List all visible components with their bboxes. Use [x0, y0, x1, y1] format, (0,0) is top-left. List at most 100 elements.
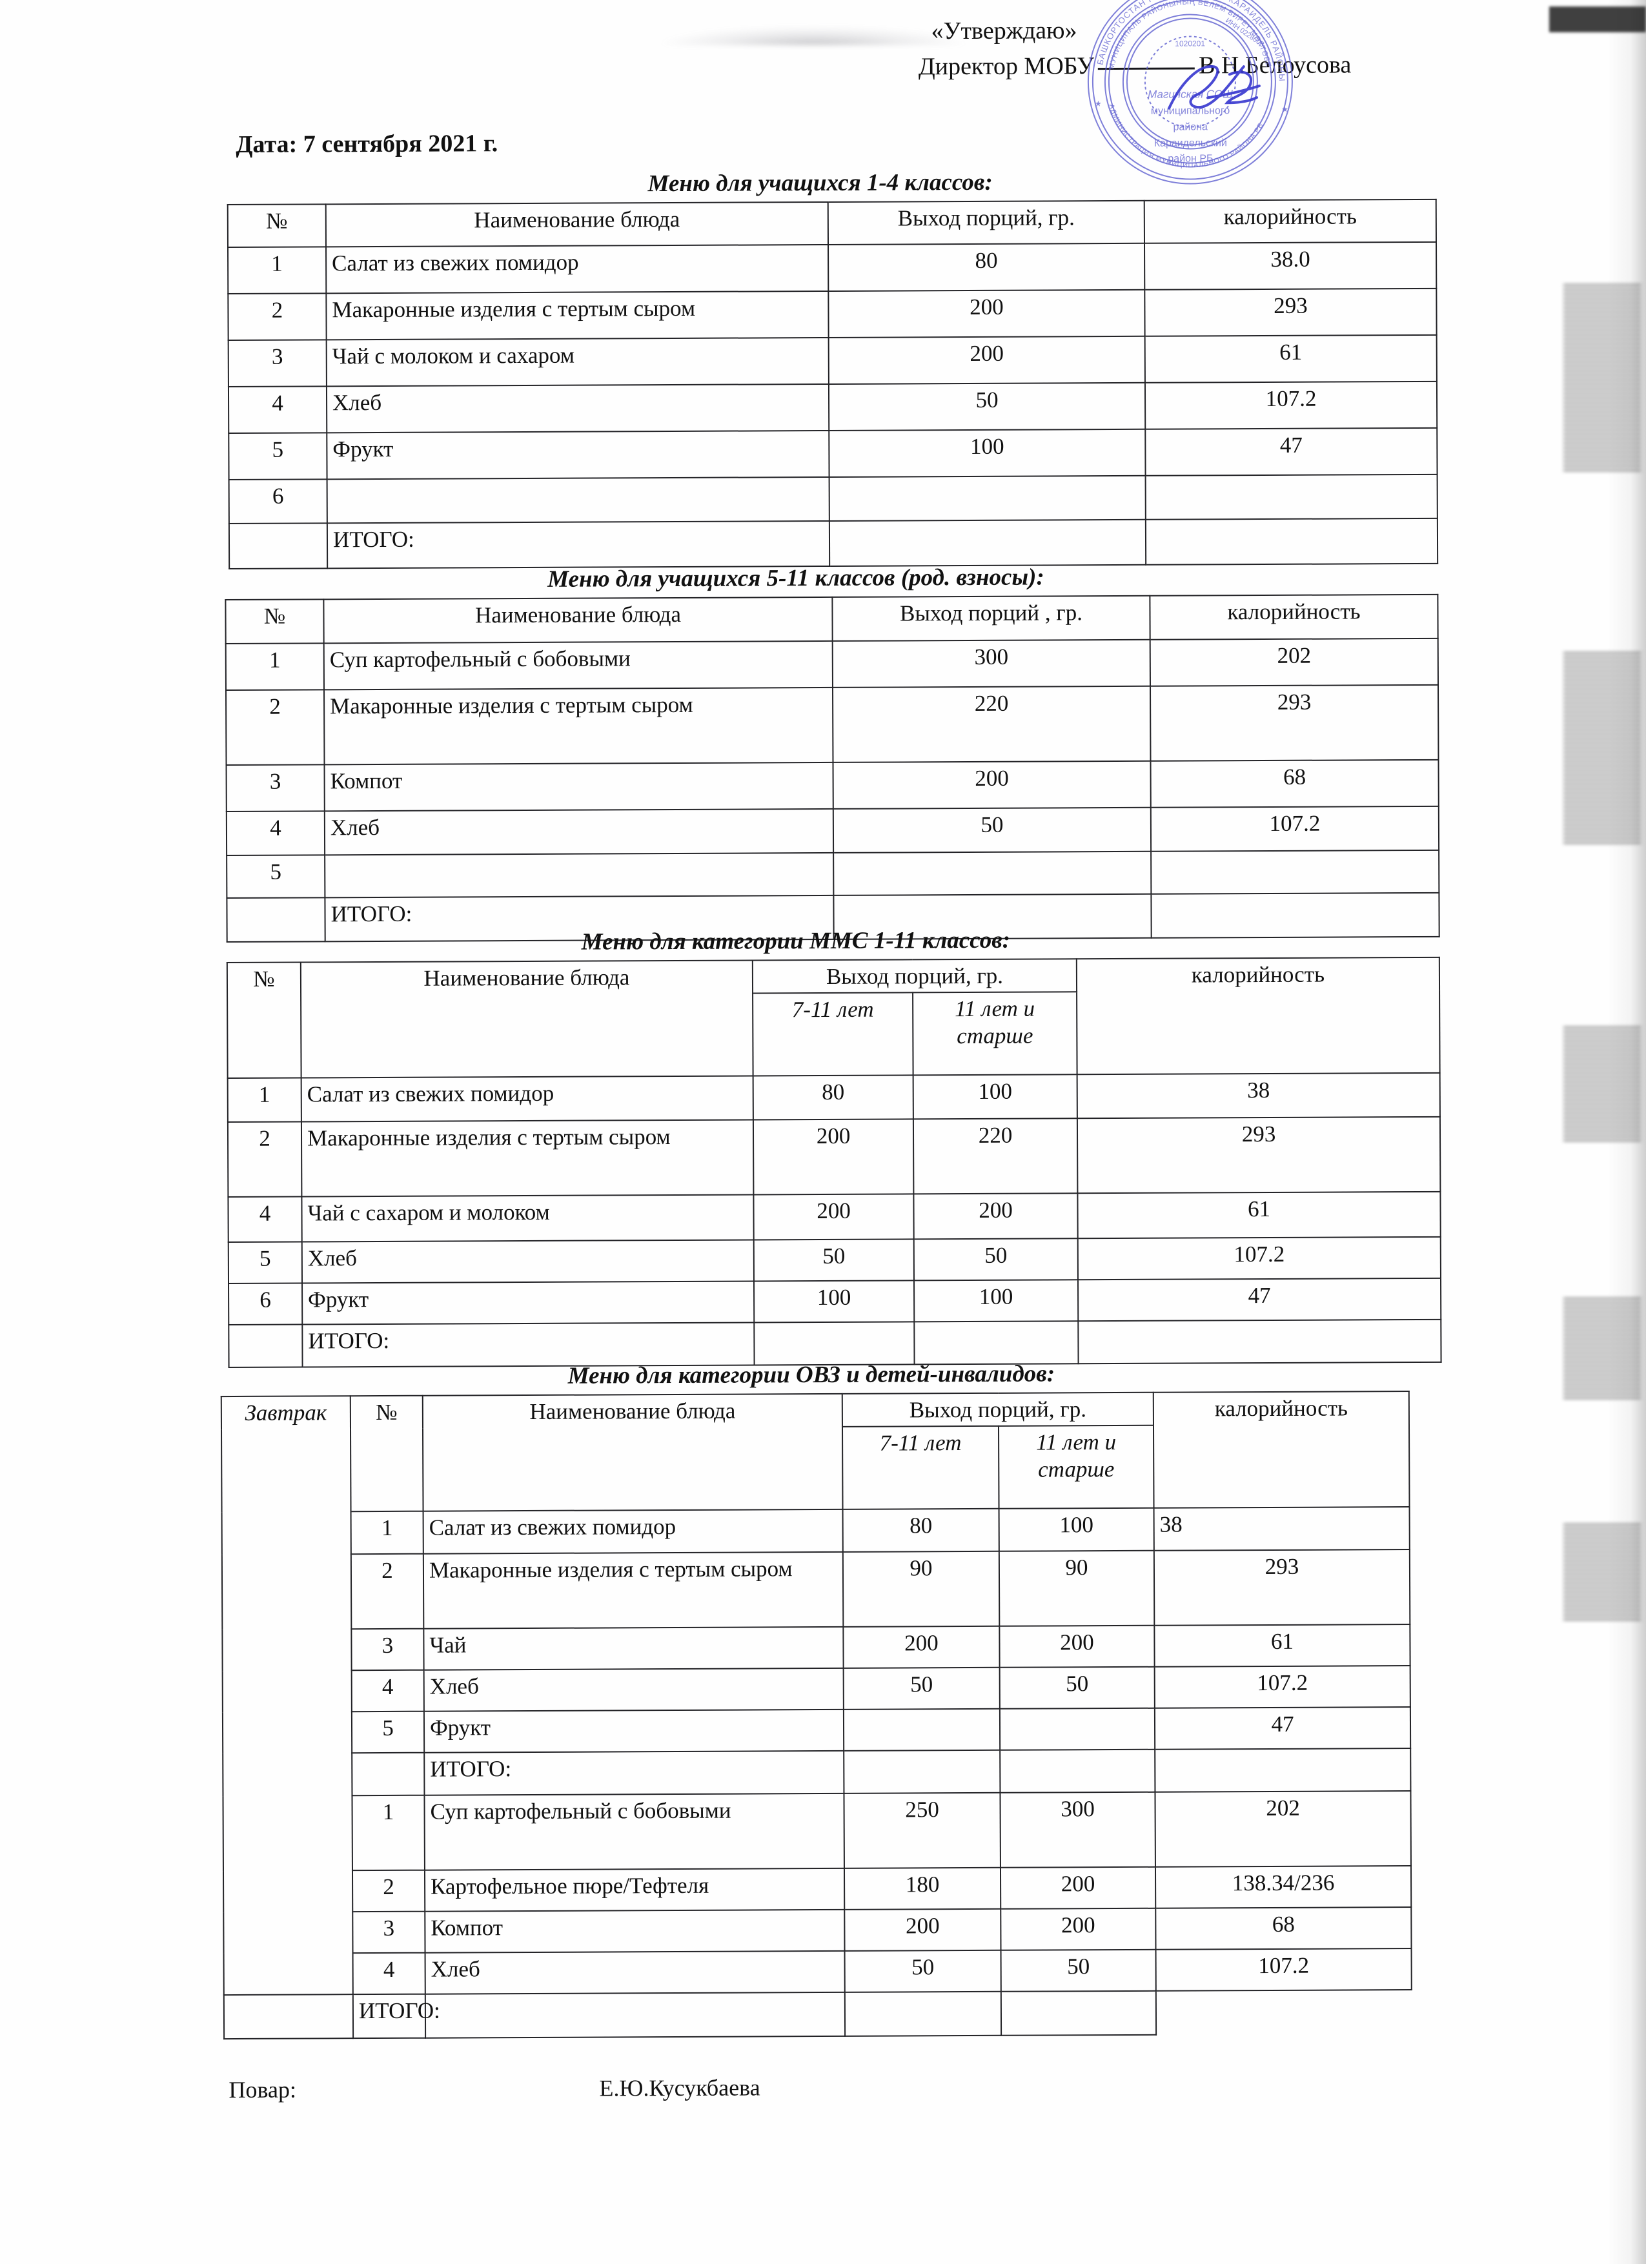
menu-table-5-11: № Наименование блюда Выход порций , гр. …: [225, 594, 1439, 943]
cell-dish: Макаронные изделия с тертым сыром: [326, 291, 829, 340]
th-no: №: [227, 962, 301, 1079]
th-age-old: 11 лет и старше: [998, 1425, 1154, 1509]
cell-out: 220: [832, 686, 1151, 762]
cell-old: 200: [999, 1626, 1155, 1668]
cell-dish: Чай: [423, 1627, 844, 1671]
svg-text:района: района: [1173, 121, 1208, 132]
th-cal: калорийность: [1144, 199, 1436, 243]
table-row: 1 Салат из свежих помидор 80 100 38: [222, 1507, 1410, 1555]
cell-young: 250: [844, 1793, 1001, 1869]
th-age-old: 11 лет и старше: [913, 992, 1077, 1076]
cell-out: 100: [829, 429, 1146, 477]
table-total-row: ИТОГО:: [229, 518, 1438, 569]
th-dish: Наименование блюда: [300, 960, 753, 1078]
table-total-row: ИТОГО:: [223, 1990, 1412, 2039]
th-out: Выход порций, гр.: [752, 959, 1077, 994]
cell-young: 90: [842, 1551, 1000, 1628]
th-dish: Наименование блюда: [325, 201, 829, 247]
cell-old: 50: [913, 1238, 1079, 1281]
cell-cal: 38: [1077, 1073, 1440, 1119]
table-row: 5: [227, 850, 1439, 899]
cell-old: 300: [1000, 1792, 1155, 1868]
cell-no: 5: [229, 433, 327, 480]
table-row: 4 Хлеб 50 50 107.2: [223, 1666, 1410, 1712]
table-header-row-top: № Наименование блюда Выход порций, гр. к…: [227, 957, 1440, 1079]
cell-cal: 202: [1155, 1791, 1411, 1868]
th-age-young: 7-11 лет: [842, 1426, 999, 1510]
cell-cal: 202: [1150, 638, 1438, 686]
table-total-row: ИТОГО:: [223, 1748, 1411, 1796]
cell-young: 50: [844, 1950, 1001, 1993]
th-cal: калорийность: [1076, 957, 1440, 1075]
table-row: 2 Картофельное пюре/Тефтеля 180 200 138.34/2…: [223, 1866, 1412, 1912]
th-out: Выход порций, гр.: [828, 200, 1144, 245]
cell-old: 200: [913, 1193, 1078, 1240]
cell-dish: Суп картофельный с бобовыми: [323, 640, 833, 690]
table-row: 6 Фрукт 100 100 47: [229, 1278, 1441, 1325]
cell-cal: 293: [1077, 1117, 1441, 1194]
cell-dish: Фрукт: [327, 430, 829, 480]
cell-no: 2: [351, 1554, 424, 1629]
cell-cal: 107.2: [1144, 381, 1438, 429]
cell-no: 2: [226, 690, 325, 766]
table-row: 4 Хлеб 50 50 107.2: [224, 1948, 1412, 1995]
cell-cal: 61: [1154, 1624, 1410, 1668]
approve-label: «Утверждаю»: [931, 17, 1077, 45]
svg-text:Магинская СОШ: Магинская СОШ: [1148, 88, 1233, 101]
cell-no: [223, 1994, 354, 2039]
cell-young: [754, 1322, 915, 1365]
svg-text:АДМИНИСТРАЦИЯ МУНИЦИПАЛЬНОГО Р: АДМИНИСТРАЦИЯ МУНИЦИПАЛЬНОГО РАЙОНА РБ: [1107, 103, 1265, 170]
cell-dish: Хлеб: [301, 1240, 755, 1283]
svg-text:район РБ: район РБ: [1168, 153, 1213, 164]
cell-dish: Хлеб: [326, 383, 829, 433]
svg-text:Караидельский: Караидельский: [1154, 138, 1227, 148]
cell-old: 90: [999, 1551, 1155, 1627]
table-row: 1 Салат из свежих помидор 80 38.0: [228, 241, 1437, 294]
cell-no: 3: [352, 1911, 425, 1954]
cell-out: 50: [833, 807, 1152, 853]
cell-cal: 68: [1155, 1907, 1412, 1950]
cell-total-label: ИТОГО:: [302, 1322, 755, 1367]
svg-text:★: ★: [1279, 105, 1290, 114]
cell-no: 3: [228, 340, 327, 387]
table-row: 2 Макаронные изделия с тертым сыром 220 293: [226, 684, 1439, 766]
table-row: 6: [229, 474, 1438, 524]
th-cal: калорийность: [1153, 1391, 1410, 1509]
cell-old: 200: [1001, 1908, 1156, 1951]
cell-dish: [325, 852, 834, 898]
cell-old: 50: [999, 1667, 1155, 1710]
cell-no: 1: [227, 1078, 301, 1123]
cell-cal: [1155, 1748, 1411, 1793]
cell-dish: Салат из свежих помидор: [423, 1509, 843, 1555]
th-cal: калорийность: [1150, 594, 1438, 640]
cell-dish: Компот: [324, 762, 833, 812]
cell-young: 180: [844, 1868, 1001, 1910]
cell-young: [844, 1750, 1001, 1794]
cell-dish: Макаронные изделия с тертым сыром: [324, 687, 833, 765]
cell-dish: Макаронные изделия с тертым сыром: [301, 1119, 754, 1197]
cell-no: 6: [229, 1283, 303, 1325]
menu-table-mms: № Наименование блюда Выход порций, гр. к…: [227, 957, 1442, 1368]
cell-dish: Хлеб: [423, 1668, 844, 1712]
cell-young: 100: [754, 1280, 915, 1323]
table-row: 1 Суп картофельный с бобовыми 250 300 202: [223, 1791, 1411, 1871]
table-row: 4 Хлеб 50 107.2: [228, 381, 1438, 434]
cell-cal: 61: [1144, 334, 1437, 383]
cell-cal: 293: [1144, 288, 1437, 336]
director-name: В.Н.Белоусова: [1199, 51, 1352, 79]
cell-cal: 138.34/236: [1155, 1866, 1412, 1909]
svg-text:муниципального: муниципального: [1151, 105, 1230, 117]
cell-old: 100: [914, 1280, 1079, 1322]
cell-out: 200: [833, 761, 1151, 809]
director-prefix: Директор МОБУ: [918, 52, 1095, 81]
th-no: №: [350, 1395, 423, 1512]
cell-old: [914, 1321, 1079, 1365]
table-row: 2 Макаронные изделия с тертым сыром 90 90 29…: [222, 1549, 1410, 1629]
cell-cal: 293: [1153, 1549, 1410, 1626]
cell-cal: 293: [1150, 684, 1439, 761]
cell-no: 1: [228, 247, 327, 294]
th-dish: Наименование блюда: [422, 1393, 843, 1512]
meal-label-breakfast: Завтрак: [221, 1396, 353, 1996]
cell-no: 4: [228, 1196, 302, 1243]
